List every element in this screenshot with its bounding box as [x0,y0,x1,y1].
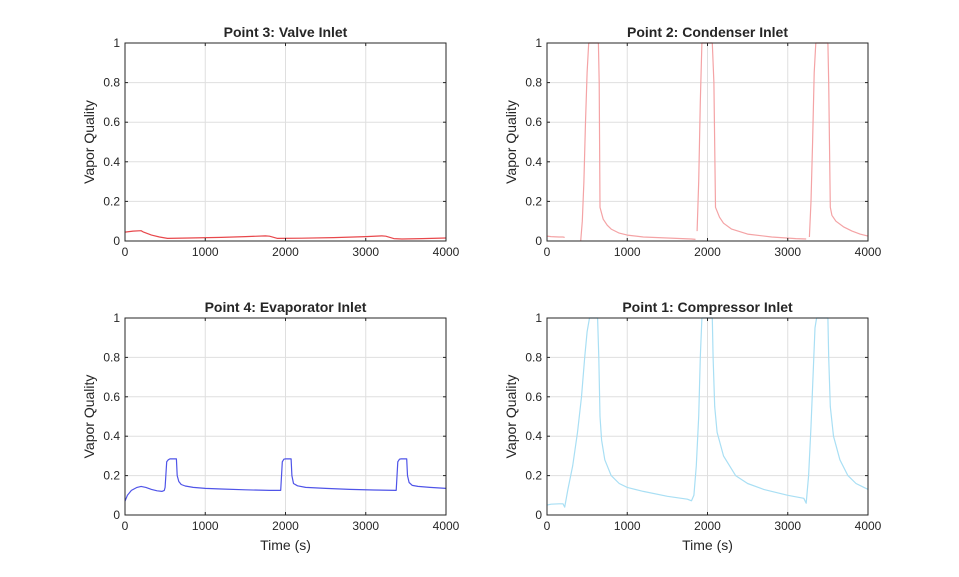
x-tick-label: 1000 [192,245,219,259]
x-tick-label: 0 [544,245,551,259]
y-tick-label: 0.6 [103,115,120,129]
y-tick-label: 0.2 [103,469,120,483]
y-axis-label: Vapor Quality [81,375,97,459]
x-tick-label: 1000 [192,519,219,533]
y-axis-label: Vapor Quality [503,100,519,184]
y-tick-label: 0 [535,234,542,248]
x-tick-label: 0 [544,519,551,533]
x-tick-label: 2000 [272,519,299,533]
chart-title: Point 3: Valve Inlet [224,24,348,40]
series-line-3 [696,42,807,240]
x-tick-label: 2000 [694,519,721,533]
y-tick-label: 0.8 [525,350,542,364]
chart-panel-2: 0 1000 2000 3000 4000 0 0.2 0.4 0.6 0.8 1 Point 2: … [503,24,882,259]
series-line-4 [808,42,869,238]
y-tick-label: 0.4 [103,429,120,443]
y-tick-label: 1 [113,311,120,325]
y-tick-label: 0.8 [103,76,120,90]
series-line-1 [124,230,447,240]
chart-panel-1: 0 1000 2000 3000 4000 0 0.2 0.4 0.6 0.8 1 Point 3: … [81,24,460,259]
chart-panel-3: 0 1000 2000 3000 4000 0 0.2 0.4 0.6 0.8 1 Point 4: … [81,299,460,553]
chart-title: Point 4: Evaporator Inlet [205,299,367,315]
x-tick-label: 0 [122,519,129,533]
chart-panel-4: 0 1000 2000 3000 4000 0 0.2 0.4 0.6 0.8 1 Point 1: … [503,299,882,553]
x-tick-label: 2000 [272,245,299,259]
y-tick-label: 0 [113,234,120,248]
y-tick-label: 0 [535,508,542,522]
x-tick-label: 3000 [774,519,801,533]
y-tick-label: 0.2 [525,469,542,483]
x-tick-label: 3000 [352,245,379,259]
y-tick-label: 0.6 [525,390,542,404]
y-tick-label: 0.6 [525,115,542,129]
y-tick-label: 0.2 [103,194,120,208]
x-tick-label: 4000 [855,245,882,259]
y-tick-label: 0.4 [525,155,542,169]
y-tick-label: 0 [113,508,120,522]
y-tick-label: 0.4 [103,155,120,169]
x-tick-label: 4000 [433,519,460,533]
chart-title: Point 2: Condenser Inlet [627,24,788,40]
y-tick-label: 0.4 [525,429,542,443]
series-line-2 [580,42,696,242]
x-tick-label: 1000 [614,519,641,533]
y-axis-label: Vapor Quality [503,375,519,459]
series-line-1 [124,458,447,502]
x-tick-label: 2000 [694,245,721,259]
x-tick-label: 1000 [614,245,641,259]
y-tick-label: 0.2 [525,194,542,208]
x-axis-label: Time (s) [260,537,311,553]
x-tick-label: 3000 [774,245,801,259]
x-tick-label: 3000 [352,519,379,533]
x-tick-label: 0 [122,245,129,259]
x-tick-label: 4000 [433,245,460,259]
series-line-1 [546,235,565,238]
y-axis-label: Vapor Quality [81,100,97,184]
y-tick-label: 0.8 [525,76,542,90]
y-tick-label: 0.8 [103,350,120,364]
y-tick-label: 0.6 [103,390,120,404]
x-tick-label: 4000 [855,519,882,533]
chart-title: Point 1: Compressor Inlet [622,299,793,315]
x-axis-label: Time (s) [682,537,733,553]
y-tick-label: 1 [535,36,542,50]
y-tick-label: 1 [113,36,120,50]
y-tick-label: 1 [535,311,542,325]
